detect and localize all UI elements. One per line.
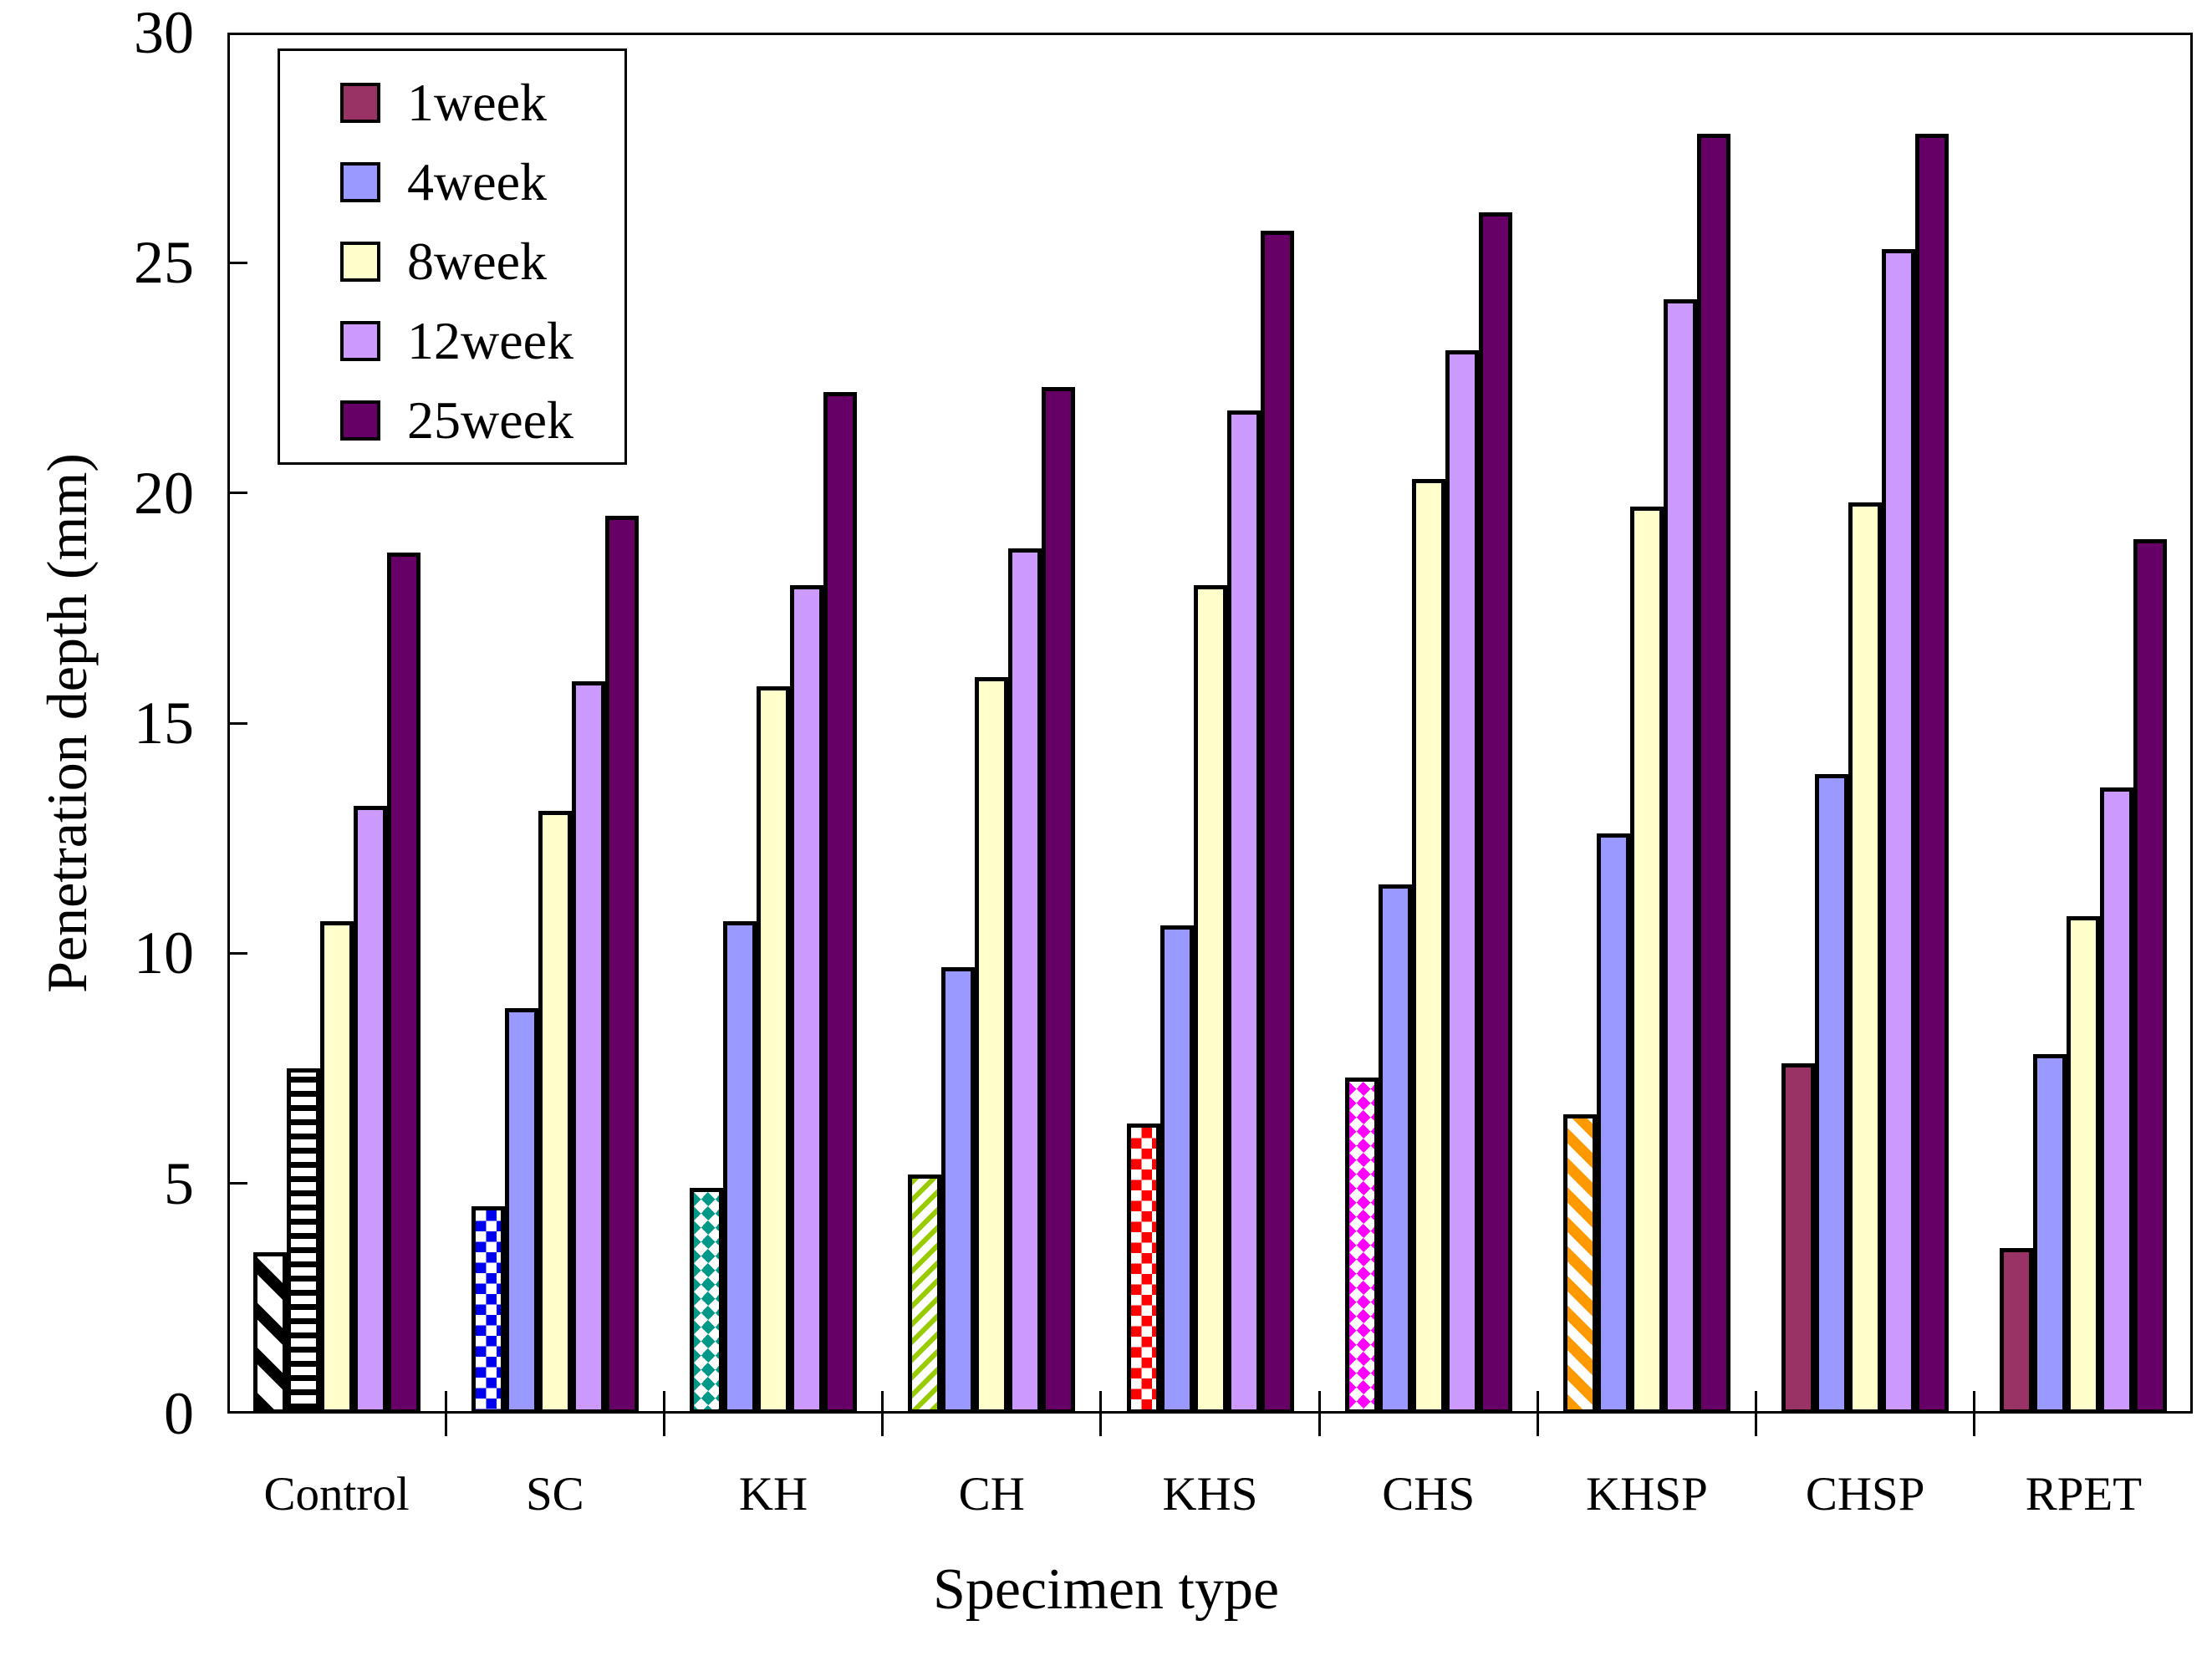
bar-rpet-1week (2000, 1247, 2034, 1414)
bar-khsp-8week (1629, 507, 1664, 1414)
bar-ch-12week (1008, 548, 1042, 1414)
bar-kh-1week (690, 1188, 724, 1414)
x-category-label-khs: KHS (1162, 1468, 1258, 1521)
bar-kh-12week (790, 584, 824, 1414)
bar-control-4week (286, 1068, 320, 1414)
legend-swatch-8week (340, 241, 380, 282)
bar-ch-1week (908, 1174, 942, 1414)
bar-chs-4week (1378, 884, 1412, 1414)
bar-chs-8week (1411, 479, 1445, 1414)
bar-ch-4week (941, 966, 976, 1414)
legend-swatch-25week (340, 400, 380, 441)
y-tick-label-20: 20 (134, 459, 194, 527)
legend-label-8week: 8week (407, 232, 548, 291)
x-axis-tick (1318, 1391, 1321, 1436)
bar-sc-1week (471, 1206, 505, 1414)
y-tick-label-0: 0 (164, 1380, 194, 1447)
x-category-label-rpet: RPET (2025, 1468, 2143, 1521)
bar-sc-25week (604, 516, 639, 1414)
bar-chsp-12week (1882, 248, 1916, 1414)
bar-kh-25week (823, 391, 858, 1414)
y-tick-label-15: 15 (134, 690, 194, 757)
legend-label-4week: 4week (407, 152, 548, 211)
bar-chsp-25week (1915, 134, 1950, 1414)
bar-rpet-25week (2133, 538, 2168, 1414)
bar-control-12week (353, 806, 387, 1414)
x-category-label-kh: KH (738, 1468, 808, 1521)
y-tick-label-5: 5 (164, 1149, 194, 1217)
x-axis-tick (662, 1391, 665, 1436)
bar-sc-4week (504, 1008, 538, 1414)
legend-item-1week: 1week (280, 63, 624, 142)
bar-rpet-4week (2033, 1054, 2067, 1414)
y-axis-tick (227, 951, 247, 955)
legend-label-1week: 1week (407, 73, 548, 132)
y-axis-tick (227, 261, 247, 264)
bar-khsp-4week (1596, 833, 1630, 1414)
legend: 1week 4week 8week 12week 25week (278, 48, 627, 465)
x-category-label-khsp: KHSP (1586, 1468, 1708, 1521)
x-category-label-control: Control (263, 1468, 410, 1521)
bar-kh-8week (757, 685, 791, 1414)
bar-control-25week (386, 553, 420, 1414)
x-axis-tick (1973, 1391, 1976, 1436)
y-axis-tick (227, 492, 247, 495)
x-category-label-ch: CH (958, 1468, 1025, 1521)
y-axis-tick (227, 1182, 247, 1185)
bar-rpet-8week (2067, 916, 2101, 1414)
legend-item-8week: 8week (280, 222, 624, 301)
x-axis-tick (881, 1391, 884, 1436)
legend-item-25week: 25week (280, 380, 624, 460)
legend-label-12week: 12week (407, 311, 574, 370)
bar-kh-4week (723, 920, 757, 1414)
x-category-label-chs: CHS (1382, 1468, 1476, 1521)
bar-control-1week (252, 1252, 287, 1414)
bar-khs-4week (1160, 925, 1194, 1414)
bar-khs-25week (1260, 230, 1294, 1414)
bar-sc-12week (571, 681, 605, 1414)
x-axis-tick (1755, 1391, 1758, 1436)
x-axis-tick (444, 1391, 447, 1436)
x-category-label-chsp: CHSP (1805, 1468, 1925, 1521)
bar-chsp-1week (1781, 1063, 1816, 1414)
bar-control-8week (319, 920, 354, 1414)
bar-khsp-12week (1663, 299, 1697, 1414)
bar-ch-8week (975, 676, 1009, 1414)
bar-ch-25week (1042, 387, 1076, 1414)
bar-khsp-1week (1562, 1114, 1597, 1414)
x-axis-title: Specimen type (932, 1557, 1280, 1622)
legend-item-12week: 12week (280, 301, 624, 380)
bar-sc-8week (538, 810, 572, 1414)
x-axis-tick (1536, 1391, 1539, 1436)
y-tick-label-10: 10 (134, 920, 194, 987)
bar-chs-25week (1478, 211, 1512, 1414)
legend-swatch-1week (340, 82, 380, 123)
bar-khs-8week (1193, 584, 1227, 1414)
x-category-label-sc: SC (525, 1468, 584, 1521)
legend-swatch-12week (340, 320, 380, 361)
bar-chs-1week (1344, 1078, 1379, 1414)
bar-rpet-12week (2100, 787, 2134, 1414)
bar-chsp-4week (1815, 773, 1849, 1414)
legend-item-4week: 4week (280, 142, 624, 222)
bar-chs-12week (1445, 349, 1479, 1414)
legend-swatch-4week (340, 161, 380, 202)
y-axis-tick (227, 721, 247, 725)
x-axis-tick (1099, 1391, 1103, 1436)
y-tick-label-25: 25 (134, 229, 194, 297)
bar-khs-12week (1226, 410, 1261, 1414)
bar-khs-1week (1126, 1124, 1160, 1414)
bar-khsp-25week (1696, 134, 1730, 1414)
y-tick-label-30: 30 (134, 0, 194, 66)
legend-label-25week: 25week (407, 390, 574, 450)
bar-chsp-8week (1848, 502, 1883, 1414)
